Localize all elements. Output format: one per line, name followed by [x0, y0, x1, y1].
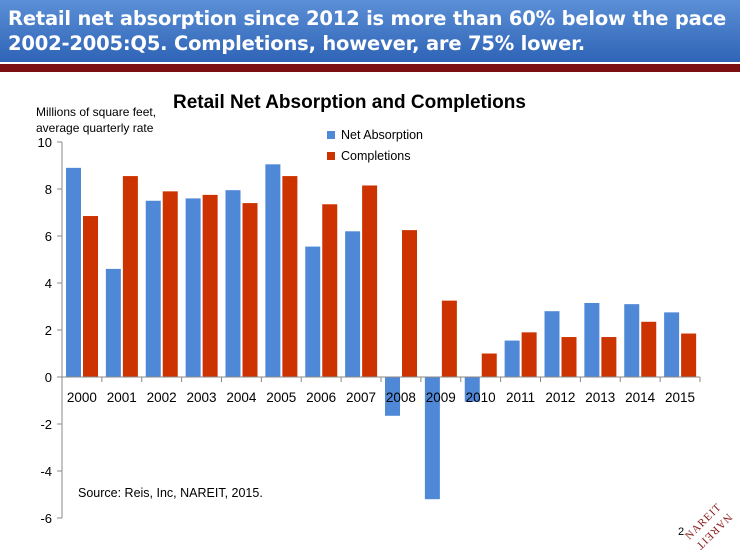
- bar-completions-2010: [481, 353, 497, 377]
- bar-net-absorption-2007: [345, 231, 361, 377]
- bar-completions-2011: [521, 332, 537, 377]
- y-tick-label: 4: [45, 276, 52, 291]
- bar-net-absorption-2005: [265, 164, 281, 377]
- bar-net-absorption-2009: [424, 377, 440, 500]
- x-tick-label-2001: 2001: [107, 390, 137, 405]
- bar-net-absorption-2010: [464, 377, 480, 402]
- bar-net-absorption-2015: [664, 312, 680, 377]
- bar-completions-2009: [441, 300, 457, 377]
- y-axis-label: Millions of square feet, average quarter…: [36, 105, 157, 135]
- legend-item-net-absorption: Net Absorption: [327, 124, 423, 145]
- x-tick-label-2002: 2002: [147, 390, 177, 405]
- bar-completions-2004: [242, 203, 258, 377]
- bar-completions-2015: [681, 333, 697, 377]
- bar-net-absorption-2006: [305, 246, 321, 377]
- y-tick-label: 8: [45, 182, 52, 197]
- bar-net-absorption-2012: [544, 311, 560, 377]
- page-number: 2: [678, 526, 685, 538]
- bar-net-absorption-2001: [105, 268, 121, 377]
- x-tick-label-2010: 2010: [466, 390, 496, 405]
- y-tick-label: 2: [45, 323, 52, 338]
- chart-title: Retail Net Absorption and Completions: [173, 92, 526, 113]
- bar-completions-2005: [282, 176, 298, 377]
- x-tick-label-2011: 2011: [506, 390, 535, 405]
- legend-label-net-absorption: Net Absorption: [341, 127, 423, 142]
- x-tick-label-2006: 2006: [306, 390, 336, 405]
- bar-completions-2014: [641, 321, 657, 377]
- bar-completions-2012: [561, 337, 577, 377]
- bar-completions-2002: [162, 191, 178, 377]
- bar-net-absorption-2011: [504, 340, 520, 377]
- bar-completions-2013: [601, 337, 617, 377]
- bar-net-absorption-2004: [225, 190, 241, 377]
- legend: Net Absorption Completions: [327, 124, 423, 166]
- y-tick-label: -2: [40, 417, 52, 432]
- bar-net-absorption-2014: [624, 304, 640, 377]
- y-tick-label: 10: [38, 135, 52, 150]
- header-divider: [0, 64, 740, 72]
- bar-net-absorption-2008: [385, 377, 400, 416]
- x-tick-label-2005: 2005: [266, 390, 296, 405]
- x-tick-label-2008: 2008: [386, 390, 416, 405]
- x-tick-label-2012: 2012: [545, 390, 575, 405]
- x-tick-label-2004: 2004: [226, 390, 257, 405]
- nareit-logo: NAREIT NAREIT: [683, 501, 734, 552]
- bar-net-absorption-2002: [145, 200, 161, 377]
- bar-completions-2000: [83, 216, 98, 377]
- legend-label-completions: Completions: [341, 148, 411, 163]
- bar-net-absorption-2003: [185, 198, 201, 377]
- bar-completions-2007: [362, 185, 378, 377]
- x-tick-label-2003: 2003: [187, 390, 217, 405]
- y-tick-label: 6: [45, 229, 52, 244]
- y-tick-label: -6: [40, 511, 52, 526]
- x-tick-label-2007: 2007: [346, 390, 376, 405]
- legend-item-completions: Completions: [327, 145, 423, 166]
- bar-completions-2006: [322, 204, 338, 377]
- x-tick-label-2015: 2015: [665, 390, 695, 405]
- x-tick-label-2014: 2014: [625, 390, 656, 405]
- bar-completions-2001: [122, 176, 138, 377]
- source-note: Source: Reis, Inc, NAREIT, 2015.: [78, 486, 263, 500]
- legend-swatch-net-absorption: [327, 130, 335, 139]
- headline-banner: Retail net absorption since 2012 is more…: [0, 0, 740, 62]
- bar-net-absorption-2000: [66, 167, 81, 377]
- bar-net-absorption-2013: [584, 302, 600, 377]
- x-tick-label-2013: 2013: [585, 390, 615, 405]
- headline-text: Retail net absorption since 2012 is more…: [8, 7, 726, 55]
- bar-completions-2003: [202, 194, 218, 377]
- x-tick-label-2000: 2000: [67, 390, 97, 405]
- y-tick-label: -4: [40, 464, 52, 479]
- x-tick-label-2009: 2009: [426, 390, 456, 405]
- y-tick-label: 0: [45, 370, 52, 385]
- bar-completions-2008: [402, 230, 417, 377]
- legend-swatch-completions: [327, 151, 335, 160]
